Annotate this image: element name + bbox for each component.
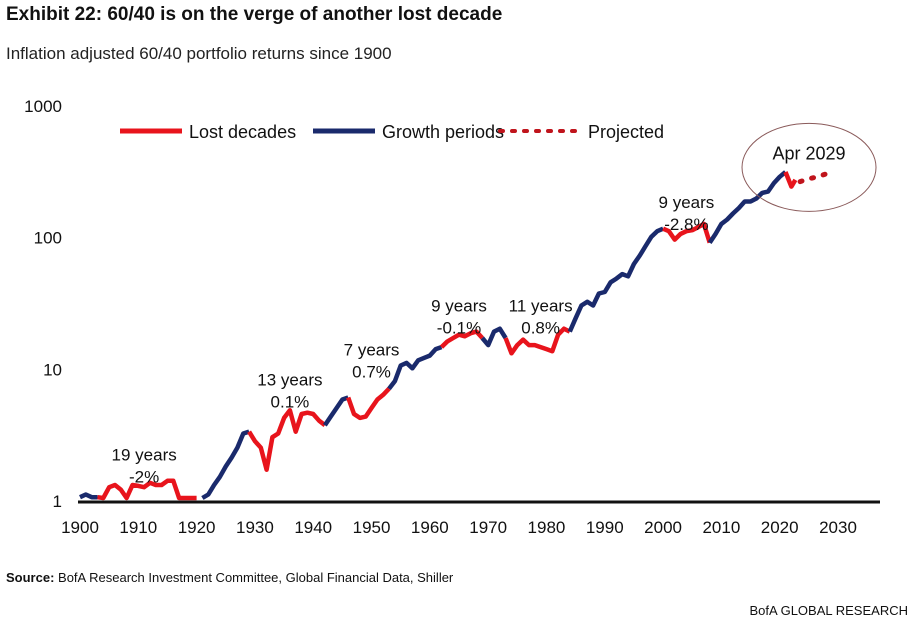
series-growth-line bbox=[79, 492, 98, 500]
annotation-label: -2% bbox=[129, 467, 159, 486]
source-text: BofA Research Investment Committee, Glob… bbox=[58, 570, 454, 585]
x-tick-label: 1980 bbox=[528, 518, 566, 537]
series-growth-line bbox=[707, 170, 787, 244]
y-tick-label: 1 bbox=[53, 492, 62, 511]
callout-ellipse bbox=[741, 122, 877, 212]
annotation-label: 13 years bbox=[257, 371, 322, 390]
series-lost-line bbox=[503, 326, 571, 356]
x-tick-label: 2010 bbox=[702, 518, 740, 537]
legend-label-lost: Lost decades bbox=[189, 122, 296, 142]
x-tick-label: 1910 bbox=[119, 518, 157, 537]
series-lost-line bbox=[247, 408, 327, 472]
x-tick-label: 1930 bbox=[236, 518, 274, 537]
series-projected-line bbox=[797, 171, 829, 185]
x-tick-label: 2000 bbox=[644, 518, 682, 537]
series-growth-line bbox=[480, 326, 508, 348]
series-growth-line bbox=[567, 226, 664, 333]
x-tick-label: 1900 bbox=[61, 518, 99, 537]
series-lost-line bbox=[783, 171, 798, 189]
annotation-label: 9 years bbox=[431, 297, 487, 316]
legend-label-growth: Growth periods bbox=[382, 122, 504, 142]
y-tick-label: 1000 bbox=[24, 97, 62, 116]
source-label: Source: bbox=[6, 570, 55, 585]
x-tick-label: 1920 bbox=[178, 518, 216, 537]
x-tick-label: 1950 bbox=[353, 518, 391, 537]
callout-label: Apr 2029 bbox=[772, 143, 845, 163]
annotation-label: 0.1% bbox=[271, 393, 310, 412]
series-growth-line bbox=[387, 344, 443, 391]
x-tick-label: 1960 bbox=[411, 518, 449, 537]
y-tick-label: 100 bbox=[34, 229, 62, 248]
source-note: Source: BofA Research Investment Committ… bbox=[6, 570, 453, 585]
series-growth-line bbox=[201, 429, 250, 500]
annotation-label: -2.8% bbox=[664, 215, 708, 234]
annotation-label: -0.1% bbox=[437, 319, 481, 338]
series-lost-line bbox=[439, 329, 484, 349]
brand-label: BofA GLOBAL RESEARCH bbox=[749, 603, 908, 618]
series-lost-line bbox=[97, 478, 197, 501]
annotation-label: 9 years bbox=[659, 193, 715, 212]
annotation-label: 0.8% bbox=[521, 319, 560, 338]
chart-subtitle: Inflation adjusted 60/40 portfolio retur… bbox=[6, 44, 392, 63]
series-lost-line bbox=[346, 387, 391, 421]
series-lost-line bbox=[662, 221, 712, 244]
x-tick-label: 1970 bbox=[469, 518, 507, 537]
x-tick-label: 1940 bbox=[294, 518, 332, 537]
x-tick-label: 2030 bbox=[819, 518, 857, 537]
annotation-label: 0.7% bbox=[352, 363, 391, 382]
annotation-label: 19 years bbox=[112, 445, 177, 464]
series-growth-line bbox=[323, 395, 349, 427]
chart-title: Exhibit 22: 60/40 is on the verge of ano… bbox=[6, 4, 503, 25]
x-tick-label: 2020 bbox=[761, 518, 799, 537]
x-tick-label: 1990 bbox=[586, 518, 624, 537]
y-tick-label: 10 bbox=[43, 360, 62, 379]
annotation-label: 7 years bbox=[344, 341, 400, 360]
annotation-label: 11 years bbox=[509, 297, 573, 316]
legend-label-projected: Projected bbox=[588, 122, 664, 142]
